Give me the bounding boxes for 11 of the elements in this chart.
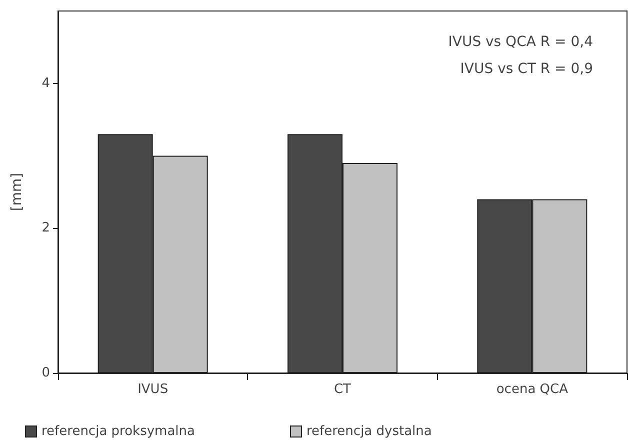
y-tick-label: 4 — [42, 76, 50, 91]
y-axis-title: [mm] — [9, 172, 25, 212]
x-tick-label: CT — [334, 382, 352, 397]
x-tick-label: IVUS — [138, 382, 168, 397]
x-tick-label: ocena QCA — [496, 382, 568, 397]
legend-label: referencja proksymalna — [42, 424, 195, 439]
legend-label: referencja dystalna — [306, 424, 432, 439]
y-tick-label: 0 — [42, 366, 50, 380]
y-tick-label: 2 — [42, 220, 50, 236]
annotation: IVUS vs QCA R = 0,4 — [448, 34, 594, 50]
annotation: IVUS vs CT R = 0,9 — [460, 61, 594, 77]
